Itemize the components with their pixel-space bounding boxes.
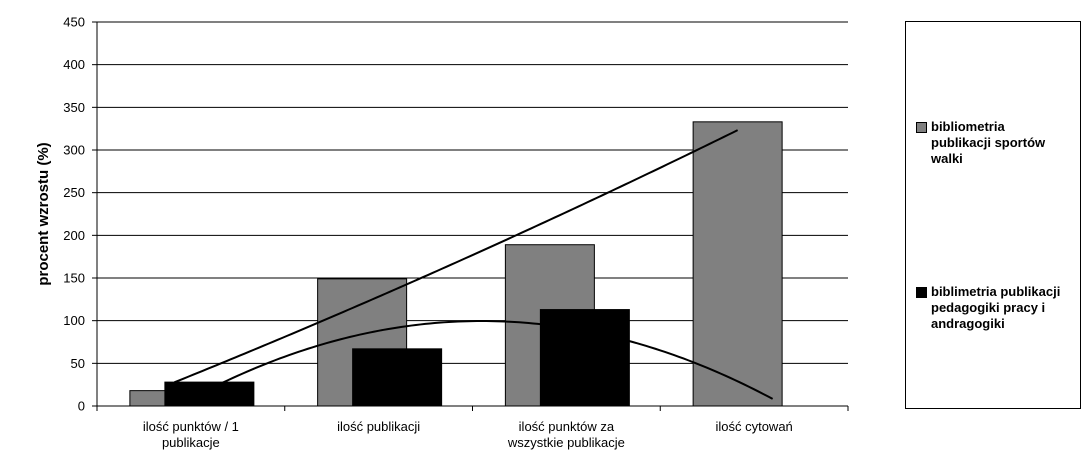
y-tick-label: 50	[71, 356, 85, 371]
y-tick-label: 400	[63, 57, 85, 72]
legend-label-line: pedagogiki pracy i	[931, 300, 1081, 316]
legend-swatch	[916, 122, 927, 133]
legend-label: biblimetria publikacji pedagogiki pracy i…	[931, 284, 1081, 332]
trendline-series-1	[174, 130, 737, 382]
legend: bibliometria publikacji sportów walki bibli…	[905, 21, 1081, 409]
y-tick-label: 350	[63, 100, 85, 115]
y-axis-title: procent wzrostu (%)	[35, 142, 52, 285]
y-tick-label: 100	[63, 313, 85, 328]
bar-series-2-cat-2	[353, 349, 442, 406]
x-category-label: ilość punktów / 1 publikacje	[143, 419, 239, 450]
bar-series-2-cat-3	[540, 310, 629, 406]
legend-label-line: andragogiki	[931, 316, 1081, 332]
x-category-labels: ilość punktów / 1 publikacje ilość publika…	[143, 419, 793, 450]
legend-entry-2: biblimetria publikacji pedagogiki pracy i…	[916, 284, 1084, 332]
y-tick-label: 150	[63, 271, 85, 286]
legend-label: bibliometria publikacji sportów walki	[931, 119, 1081, 167]
bar-series-2-cat-1	[165, 382, 254, 406]
y-tick-label: 300	[63, 143, 85, 158]
x-category-label: ilość punktów za wszystkie publikacje	[507, 419, 625, 450]
x-category-label: ilość cytowań	[715, 419, 792, 434]
y-tick-label: 450	[63, 15, 85, 30]
legend-label-line: biblimetria publikacji	[931, 284, 1081, 300]
legend-label-line: walki	[931, 151, 1081, 167]
x-category-label: ilość publikacji	[337, 419, 420, 434]
y-tick-label: 250	[63, 185, 85, 200]
y-tick-labels: 0 50 100 150 200 250 300 350 400 450	[63, 15, 85, 414]
bar-series-1-cat-4	[693, 122, 782, 406]
legend-label-line: bibliometria	[931, 119, 1081, 135]
y-tick-label: 0	[78, 399, 85, 414]
legend-entry-1: bibliometria publikacji sportów walki	[916, 119, 1084, 167]
legend-label-line: publikacji sportów	[931, 135, 1081, 151]
y-tick-label: 200	[63, 228, 85, 243]
trendlines	[174, 130, 772, 399]
legend-swatch	[916, 287, 927, 298]
